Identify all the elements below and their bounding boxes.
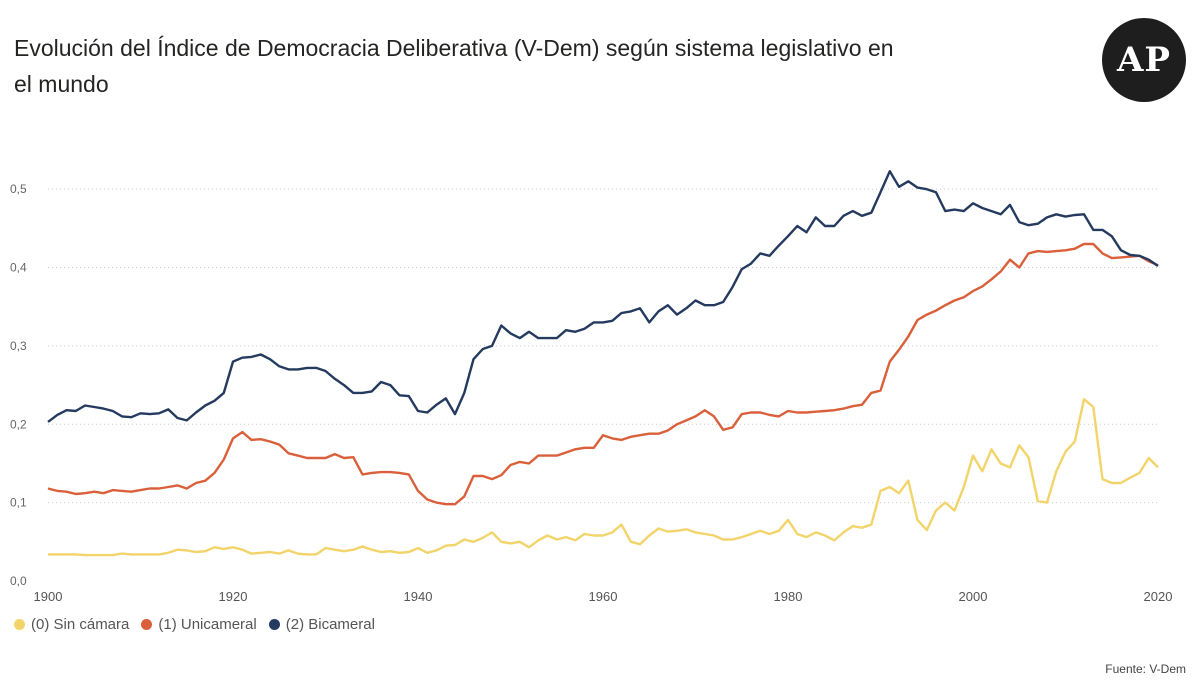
x-tick-label: 1980 (774, 589, 803, 604)
legend-label: (0) Sin cámara (31, 616, 130, 633)
chart-title: Evolución del Índice de Democracia Delib… (14, 35, 894, 97)
legend-item-1[interactable]: (1) Unicameral (141, 616, 257, 633)
x-tick-label: 1920 (219, 589, 248, 604)
legend-dot-icon (14, 619, 25, 630)
legend-dot-icon (141, 619, 153, 630)
x-tick-label: 1940 (404, 589, 433, 604)
legend-label: (1) Unicameral (158, 616, 257, 633)
x-tick-label: 2000 (959, 589, 988, 604)
y-tick-label: 0,3 (10, 339, 27, 353)
ap-logo: AP (1102, 18, 1186, 102)
grid-lines (48, 188, 1158, 504)
legend-item-0[interactable]: (0) Sin cámara (14, 616, 129, 633)
x-tick-label: 1900 (34, 589, 63, 604)
x-tick-label: 2020 (1144, 589, 1173, 604)
series-lines (47, 169, 1159, 557)
y-axis: 0,0 0,1 0,2 0,3 0,4 0,5 (10, 182, 27, 588)
y-tick-label: 0,5 (10, 182, 27, 196)
y-tick-label: 0,0 (10, 574, 27, 588)
x-tick-label: 1960 (589, 589, 618, 604)
series-line-0 (48, 398, 1159, 557)
x-axis: 1900 1920 1940 1960 1980 2000 2020 (34, 589, 1173, 604)
y-tick-label: 0,4 (10, 261, 27, 275)
source-note: Fuente: V-Dem (1105, 662, 1186, 676)
series-line-2 (47, 169, 1159, 423)
y-tick-label: 0,2 (10, 417, 27, 431)
y-tick-label: 0,1 (10, 496, 27, 510)
series-line-1 (47, 242, 1159, 506)
legend-dot-icon (268, 619, 280, 630)
legend-item-2[interactable]: (2) Bicameral (268, 616, 375, 633)
legend-label: (2) Bicameral (285, 616, 375, 633)
legend: (0) Sin cámara (1) Unicameral (2) Bicamera… (14, 616, 375, 633)
